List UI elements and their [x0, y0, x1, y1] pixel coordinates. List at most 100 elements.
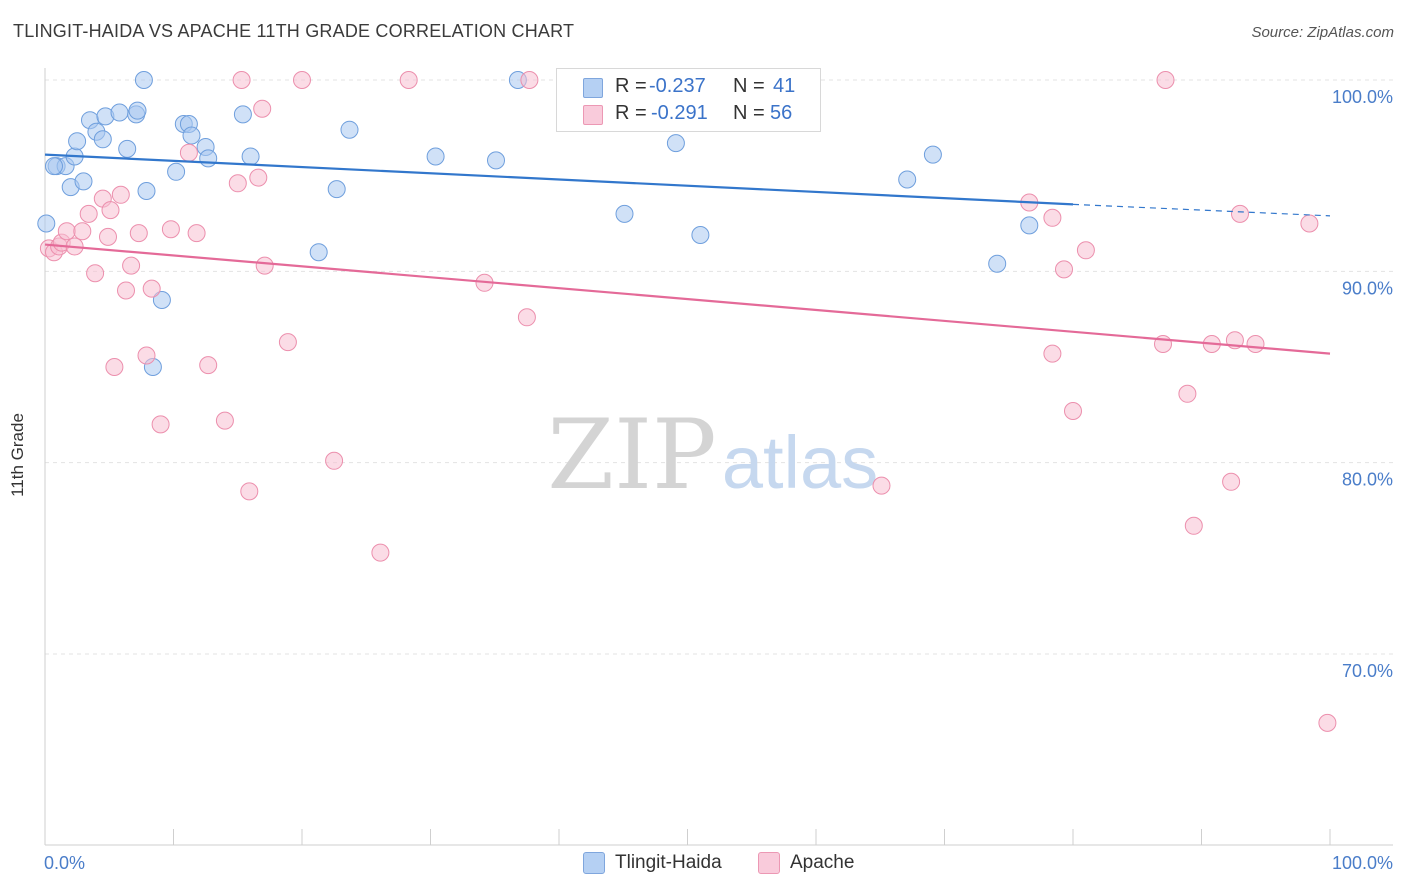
point-apache	[517, 308, 536, 327]
point-apache	[161, 220, 180, 239]
source-label: Source: ZipAtlas.com	[1251, 24, 1394, 41]
point-apache	[86, 264, 105, 283]
point-apache	[215, 411, 234, 430]
legend-n-value: 56	[770, 102, 793, 124]
point-apache	[399, 71, 418, 89]
point-tlingit-haida	[426, 147, 445, 166]
x-tick-label-min: 0.0%	[44, 853, 85, 873]
point-tlingit-haida	[691, 226, 710, 244]
point-apache	[187, 224, 206, 243]
point-apache	[99, 227, 117, 246]
point-apache	[228, 174, 247, 193]
point-apache	[105, 358, 124, 376]
point-apache	[79, 204, 98, 223]
point-apache	[1184, 516, 1203, 535]
watermark-atlas: atlas	[722, 421, 878, 504]
legend-r-label: R =	[615, 75, 647, 97]
point-tlingit-haida	[128, 101, 147, 120]
point-tlingit-haida	[988, 254, 1007, 273]
point-apache	[111, 185, 130, 204]
point-apache	[1076, 241, 1095, 260]
point-apache	[122, 256, 141, 275]
x-tick-label-max: 100.0%	[1332, 853, 1393, 873]
point-tlingit-haida	[340, 120, 359, 139]
grid-lines	[45, 79, 1393, 655]
point-tlingit-haida	[45, 157, 63, 176]
chart-title: TLINGIT-HAIDA VS APACHE 11TH GRADE CORRE…	[13, 21, 575, 41]
point-apache	[278, 333, 297, 352]
point-apache	[520, 71, 539, 89]
point-tlingit-haida	[615, 204, 634, 223]
point-tlingit-haida	[167, 162, 186, 181]
point-tlingit-haida	[666, 134, 685, 153]
point-tlingit-haida	[309, 243, 328, 262]
point-tlingit-haida	[137, 182, 156, 200]
point-apache	[199, 356, 218, 375]
axes	[44, 68, 1393, 846]
point-apache	[142, 279, 161, 298]
point-apache	[325, 451, 344, 470]
point-apache	[872, 476, 891, 495]
point-apache	[240, 482, 259, 501]
point-apache	[1246, 335, 1265, 353]
point-apache	[1300, 214, 1319, 233]
legend-r-value: -0.291	[651, 102, 708, 124]
point-apache	[137, 346, 156, 365]
legend-item-tlingit-haida: Tlingit-Haida	[583, 852, 722, 876]
data-points	[37, 71, 1337, 732]
point-tlingit-haida	[37, 214, 56, 233]
legend-n-label: N =	[733, 75, 765, 97]
trend-extension-tlingit-haida	[1072, 203, 1331, 217]
point-apache	[73, 222, 92, 241]
legend-n-value: 41	[773, 75, 796, 97]
y-tick-label: 70.0%	[1342, 661, 1393, 681]
point-apache	[249, 168, 268, 187]
point-apache	[1055, 260, 1073, 279]
point-apache	[129, 224, 148, 243]
legend-item-apache: Apache	[758, 852, 854, 876]
point-tlingit-haida	[93, 130, 112, 149]
point-apache	[57, 222, 76, 241]
watermark: ZIP atlas	[547, 399, 878, 511]
point-apache	[117, 281, 135, 300]
point-apache	[1231, 204, 1249, 223]
point-apache	[1156, 71, 1175, 89]
point-apache	[151, 415, 170, 434]
trend-line-apache	[44, 243, 1331, 355]
trend-lines	[44, 153, 1331, 355]
legend-n-label: N =	[733, 102, 765, 124]
point-apache	[1043, 208, 1062, 227]
point-tlingit-haida	[923, 145, 942, 164]
y-tick-label: 80.0%	[1342, 470, 1393, 490]
legend-swatch-apache	[583, 105, 603, 125]
y-tick-label: 90.0%	[1342, 278, 1393, 298]
point-tlingit-haida	[152, 291, 171, 309]
point-tlingit-haida	[199, 149, 218, 168]
point-tlingit-haida	[241, 147, 260, 166]
point-tlingit-haida	[68, 132, 87, 151]
point-apache	[1178, 384, 1197, 403]
point-apache	[179, 143, 198, 162]
point-apache	[1318, 713, 1337, 732]
watermark-zip: ZIP	[547, 399, 716, 511]
stats-legend: R = -0.237 N = 41 R = -0.291 N = 56	[556, 68, 821, 132]
point-tlingit-haida	[327, 180, 346, 199]
point-tlingit-haida	[233, 105, 252, 124]
point-tlingit-haida	[74, 172, 93, 191]
point-tlingit-haida	[110, 103, 129, 122]
point-apache	[255, 256, 274, 275]
point-tlingit-haida	[118, 139, 137, 158]
legend-r-value: -0.237	[649, 75, 706, 97]
point-apache	[1043, 344, 1062, 363]
point-tlingit-haida	[898, 170, 917, 189]
legend-swatch-tlingit-haida	[583, 78, 603, 98]
tick-labels: 100.0% 90.0% 80.0% 70.0% 0.0% 100.0%	[44, 87, 1393, 873]
point-apache	[1064, 402, 1082, 420]
y-tick-label: 100.0%	[1332, 87, 1393, 107]
legend-swatch-apache	[758, 852, 780, 874]
point-apache	[253, 99, 272, 118]
point-apache	[1222, 472, 1241, 491]
point-tlingit-haida	[1020, 216, 1039, 235]
point-tlingit-haida	[182, 126, 201, 145]
